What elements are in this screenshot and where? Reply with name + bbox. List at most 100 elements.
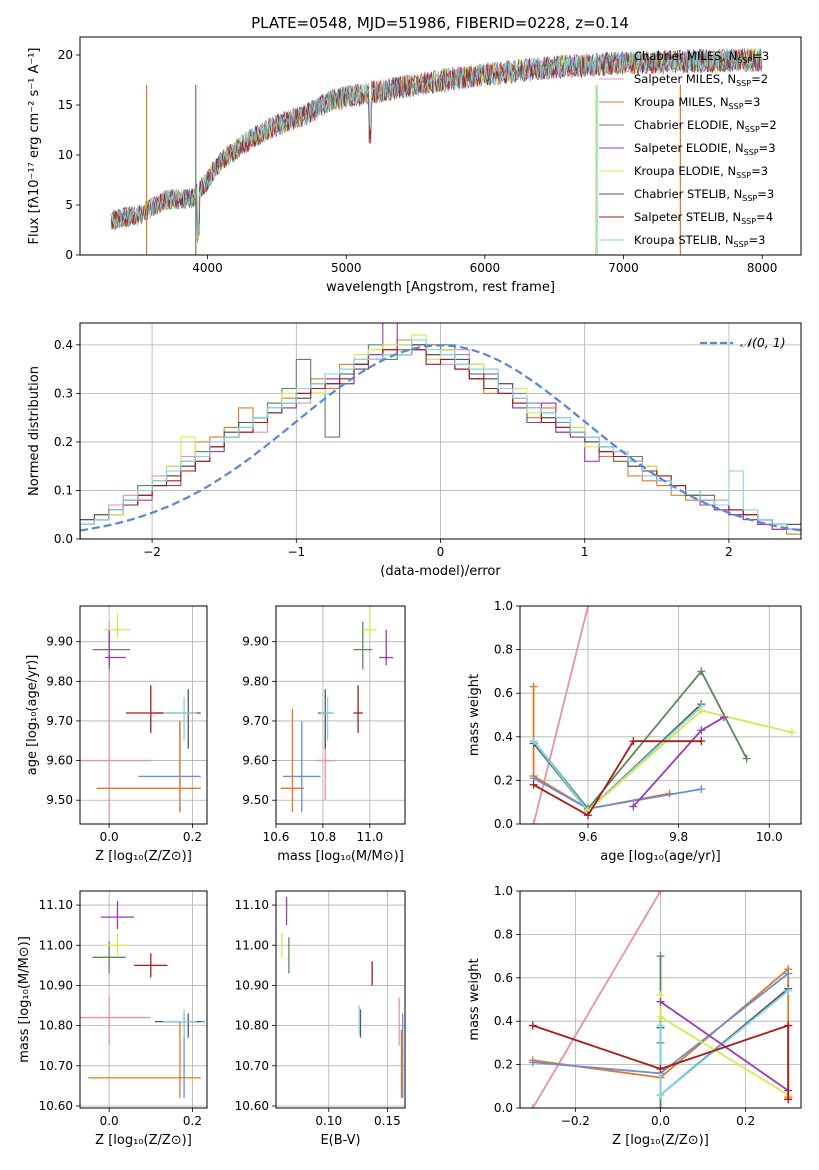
error-point <box>88 1021 201 1098</box>
error-point <box>80 997 151 1046</box>
y-tick-label: 0.4 <box>494 1014 513 1028</box>
y-axis-label: mass [log₁₀(M/M⊙)] <box>17 936 32 1063</box>
chart-ebv-mass: 0.10 0.15 10.60 10.70 10.80 10.90 11.00 11.10 E(… <box>235 890 406 1148</box>
y-axis-label: age [log₁₀(age/yr)] <box>25 655 40 776</box>
y-tick-label: 15 <box>58 98 73 112</box>
x-tick-label: −2 <box>143 545 161 559</box>
y-tick-label: 0.4 <box>494 730 513 744</box>
error-point <box>92 629 130 670</box>
y-tick-label: 0.2 <box>54 435 73 449</box>
chart-residuals: −2 −1 0 1 2 0.0 0.1 0.2 0.3 0.4 𝒩(0, 1) (data-model… <box>27 322 802 579</box>
y-tick-label: 0.0 <box>494 817 513 831</box>
weight-marker <box>697 667 706 676</box>
weight-marker <box>529 737 538 746</box>
error-point <box>353 685 363 733</box>
y-tick-label: 0.4 <box>54 338 73 352</box>
weight-marker <box>742 754 751 763</box>
weight-marker <box>656 891 665 895</box>
error-point <box>154 689 201 749</box>
error-point <box>100 901 135 930</box>
y-tick-label: 11.10 <box>235 898 269 912</box>
plot-area <box>80 323 801 539</box>
x-axis-label: mass [log₁₀(M/M⊙)] <box>277 849 404 864</box>
legend-label: Chabrier MILES, NSSP=3 <box>634 49 769 65</box>
y-tick-label: 0.8 <box>494 643 513 657</box>
y-tick-label: 11.00 <box>235 938 269 952</box>
axes-frame <box>79 36 802 256</box>
y-tick-label: 9.60 <box>242 754 269 768</box>
x-tick-label: 0.10 <box>315 1114 342 1128</box>
weight-line <box>659 1000 789 1092</box>
error-point <box>362 606 377 638</box>
x-tick-label: 0.0 <box>100 830 119 844</box>
x-tick-label: 0.2 <box>736 1114 755 1128</box>
x-axis-label: wavelength [Angstrom, rest frame] <box>326 280 555 295</box>
y-tick-label: 10 <box>58 148 73 162</box>
weight-marker <box>784 969 793 978</box>
weight-marker <box>656 997 665 1006</box>
y-tick-label: 9.90 <box>242 635 269 649</box>
x-tick-label: 8000 <box>747 261 778 275</box>
y-tick-label: 0.2 <box>494 773 513 787</box>
x-tick-label: 10.6 <box>263 830 290 844</box>
y-tick-label: 11.10 <box>39 898 73 912</box>
plot-area <box>110 47 763 255</box>
weight-marker <box>784 1021 793 1030</box>
y-tick-label: 1.0 <box>494 884 513 898</box>
weight-marker <box>656 1012 665 1021</box>
axes-frame <box>79 605 208 825</box>
weight-line <box>532 891 662 1108</box>
figure-title: PLATE=0548, MJD=51986, FIBERID=0228, z=0… <box>251 14 629 32</box>
x-tick-label: 0.15 <box>374 1114 401 1128</box>
plot-area <box>280 606 394 813</box>
spectrum-line <box>111 47 763 237</box>
y-tick-label: 9.70 <box>46 714 73 728</box>
y-tick-label: 10.90 <box>39 978 73 992</box>
x-axis-label: (data-model)/error <box>380 564 501 579</box>
legend: 𝒩(0, 1) <box>700 335 786 350</box>
plot-area <box>528 891 793 1108</box>
histogram-step <box>80 349 801 539</box>
y-tick-label: 9.50 <box>242 793 269 807</box>
y-tick-label: 9.90 <box>46 635 73 649</box>
x-tick-label: −0.2 <box>561 1114 590 1128</box>
error-point <box>104 629 126 666</box>
x-tick-label: −1 <box>287 545 305 559</box>
y-tick-label: 9.70 <box>242 714 269 728</box>
y-tick-label: 10.80 <box>235 1019 269 1033</box>
x-tick-label: 0.0 <box>100 1114 119 1128</box>
y-tick-label: 10.60 <box>235 1099 269 1113</box>
chart-age-weight: 9.6 9.8 10.0 0.0 0.2 0.4 0.6 0.8 1.0 age [log₁₀(a… <box>467 599 802 864</box>
weight-marker <box>529 780 538 789</box>
error-point <box>134 953 168 978</box>
error-point <box>379 629 394 666</box>
chart-z-age: 0.0 0.2 9.50 9.60 9.70 9.80 9.90 Z [log₁₀(Z/Z⊙)… <box>25 605 208 864</box>
y-tick-label: 0.2 <box>494 1058 513 1072</box>
y-tick-label: 1.0 <box>494 599 513 613</box>
weight-line <box>532 1024 790 1100</box>
plot-area <box>281 897 404 1098</box>
histogram-step <box>80 339 801 539</box>
weight-marker <box>529 682 538 691</box>
weight-marker <box>529 820 538 824</box>
y-tick-label: 11.00 <box>39 938 73 952</box>
y-tick-label: 0.0 <box>54 532 73 546</box>
weight-marker <box>656 1104 665 1108</box>
y-tick-label: 0.6 <box>494 971 513 985</box>
x-tick-label: 10.0 <box>756 830 783 844</box>
weight-marker <box>697 785 706 794</box>
weight-line <box>659 990 789 1097</box>
legend-label: Chabrier ELODIE, NSSP=2 <box>634 118 777 134</box>
legend-label: Kroupa ELODIE, NSSP=3 <box>634 164 768 180</box>
error-point <box>320 697 335 741</box>
legend: Chabrier MILES, NSSP=3 Salpeter MILES, NS… <box>599 49 777 249</box>
y-tick-label: 0.8 <box>494 927 513 941</box>
y-tick-label: 0.1 <box>54 483 73 497</box>
x-axis-label: Z [log₁₀(Z/Z⊙)] <box>95 849 192 864</box>
weight-line <box>533 740 702 817</box>
y-axis-label: mass weight <box>467 958 482 1040</box>
chart-z-mass: 0.0 0.2 10.60 10.70 10.80 10.90 11.00 11.10 Z [l… <box>17 890 208 1148</box>
weight-marker <box>656 1064 665 1073</box>
error-point <box>104 933 130 958</box>
